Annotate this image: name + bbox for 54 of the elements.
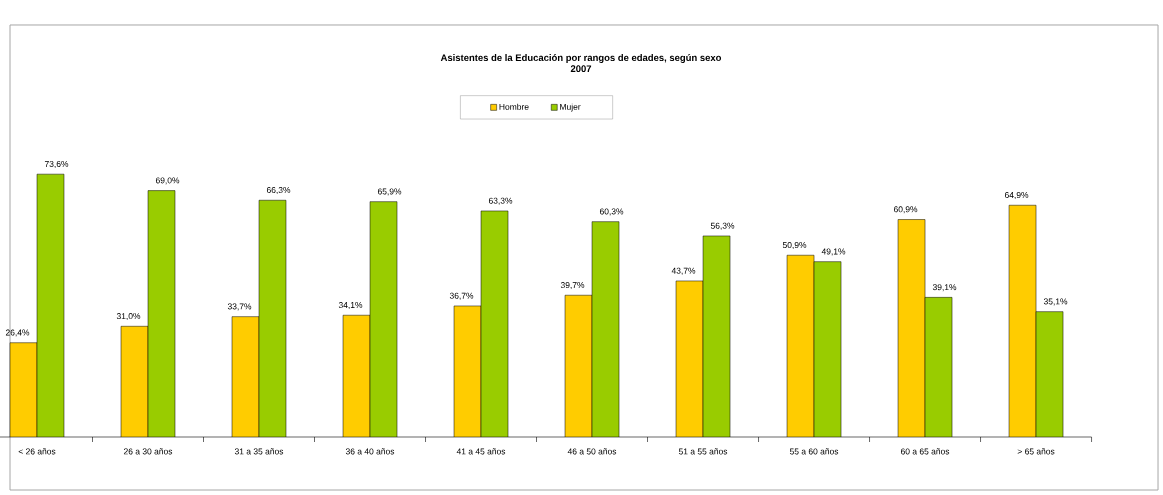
bar [10,342,37,437]
data-label: 49,1% [821,248,846,256]
bar [925,297,953,437]
data-label: 33,7% [227,303,252,311]
data-label: 31,0% [116,313,141,321]
data-label: 60,3% [599,208,624,216]
bar [148,190,175,437]
bar [343,315,371,437]
legend-label: Hombre [499,103,529,110]
bar [370,201,398,437]
data-label: 64,9% [1004,192,1029,200]
bar [703,235,731,437]
data-label: 69,0% [155,177,180,185]
bar [259,200,287,437]
data-label: 39,7% [560,282,585,290]
bar [481,210,509,437]
data-label: 36,7% [449,292,474,300]
bar [454,305,482,437]
x-tick-label: 31 a 35 años [234,448,284,455]
bar [814,261,842,437]
data-label: 34,1% [338,302,363,310]
x-tick-label: 41 a 45 años [456,448,506,455]
bar [676,280,704,437]
bar [1008,204,1037,437]
x-tick-label: 36 a 40 años [345,448,395,455]
bar [898,219,926,437]
data-label: 39,1% [932,284,957,292]
bar [1035,311,1064,437]
chart-title: Asistentes de la Educación por rangos de edades, según sexo [440,54,722,63]
data-label: 63,3% [488,197,513,205]
data-label: 35,1% [1043,298,1068,306]
bar [232,316,260,437]
chart-subtitle: 2007 [570,65,592,72]
x-tick-label: 60 a 65 años [900,448,950,455]
x-tick-label: 46 a 50 años [567,448,617,455]
bar [121,326,148,437]
bar [565,295,593,437]
data-label: 26,4% [5,329,30,337]
data-label: 50,9% [782,242,807,250]
bar [787,255,815,437]
x-tick-label: 55 a 60 años [789,448,839,455]
data-label: 43,7% [671,267,696,275]
data-label: 56,3% [710,222,735,230]
x-tick-label: 51 a 55 años [678,448,728,455]
x-tick-label: < 26 años [18,448,56,455]
legend-label: Mujer [560,103,581,112]
data-label: 73,6% [44,160,69,168]
bar [37,174,64,437]
data-label: 66,3% [266,187,291,195]
x-tick-label: 26 a 30 años [123,448,173,455]
bar [592,221,620,437]
x-tick-label: > 65 años [1017,448,1055,455]
data-label: 65,9% [377,188,402,196]
data-label: 60,9% [893,206,918,214]
